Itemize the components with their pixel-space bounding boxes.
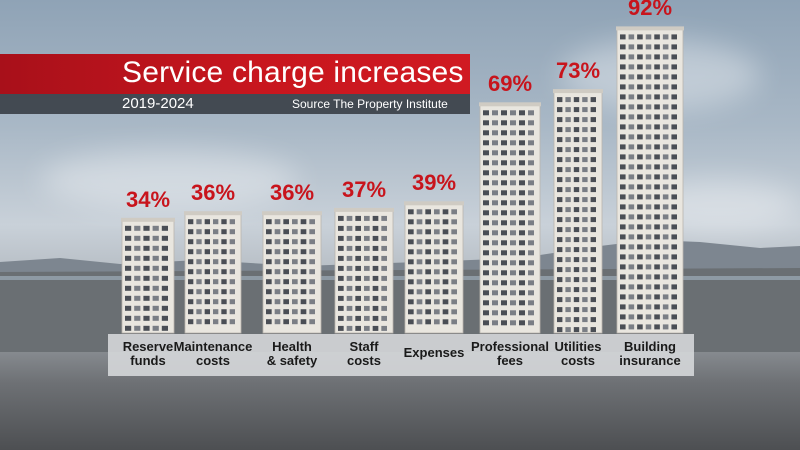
value-label-4: 37% [341,176,387,202]
category-label-8: Building insurance [619,339,681,368]
value-label-8: 92% [627,0,673,21]
bar-3 [262,211,322,334]
value-label-3: 36% [269,180,315,206]
bar-2 [184,211,242,334]
category-label-7: Utilities costs [554,339,602,368]
bar-1 [121,217,175,334]
category-label-4: Staff costs [347,339,381,368]
bar-8 [616,26,684,334]
subtitle-banner [0,94,470,114]
bar-4 [334,207,394,334]
value-label-2: 36% [190,180,236,206]
value-label-1: 34% [125,186,171,212]
bar-6 [479,102,541,334]
value-label-5: 39% [411,170,457,196]
chart-subtitle: 2019-2024 [122,95,194,112]
value-label-6: 69% [487,71,533,97]
chart-source: Source The Property Institute [292,97,448,111]
value-label-7: 73% [555,58,601,84]
category-label-strip [108,334,694,376]
bar-5 [404,201,464,334]
cloud-decoration [40,150,300,210]
bar-7 [553,89,603,334]
category-label-2: Maintenance costs [173,339,253,368]
category-label-1: Reserve funds [122,339,174,368]
title-banner [0,54,470,94]
bars-group [121,26,684,334]
category-label-3: Health & safety [266,339,318,368]
category-label-5: Expenses [403,345,465,360]
chart-title: Service charge increases [122,56,464,89]
category-label-6: Professional fees [470,339,550,368]
